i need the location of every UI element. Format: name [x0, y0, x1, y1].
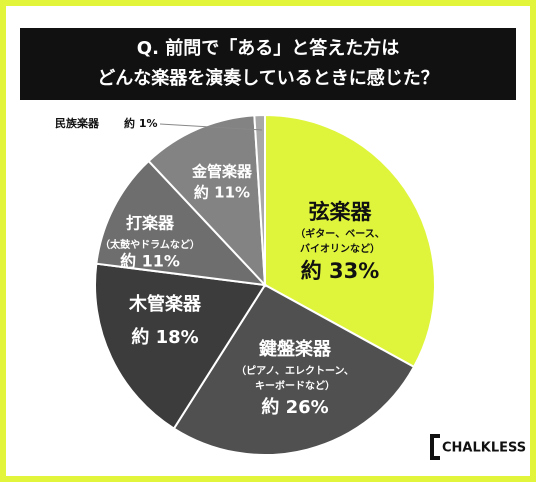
- value-label: 約 18%: [131, 326, 198, 348]
- value-label: 約 26%: [261, 396, 328, 418]
- brand: CHALKLESS: [442, 441, 526, 456]
- slice-note: キーボードなど）: [255, 379, 335, 392]
- slice-label: 木管楽器: [128, 293, 202, 315]
- pie-slice: [147, 114, 267, 288]
- slice-label: 打楽器: [126, 214, 175, 233]
- chart-title: どんな楽器を演奏しているときに感じた？: [97, 67, 438, 89]
- slice-note: （ギター、ベース、: [295, 227, 384, 240]
- slice-label: 鍵盤楽器: [259, 338, 332, 360]
- pie-slice: [264, 113, 436, 369]
- leader-line: [159, 123, 263, 131]
- chart-title: Q. 前問で「ある」と答えた方は: [137, 37, 399, 59]
- value-label: 約 1%: [124, 116, 158, 130]
- slice-note: （ピアノ、エレクトーン、: [236, 364, 354, 377]
- pie-slice: [172, 283, 416, 456]
- slice-label: 弦楽器: [309, 200, 373, 224]
- value-label: 約 33%: [301, 259, 380, 283]
- pie-slice: [95, 159, 268, 287]
- title-band: [20, 28, 516, 100]
- pie-slice: [94, 262, 267, 430]
- slice-note: バイオリンなど）: [300, 242, 380, 255]
- slice-label: 金管楽器: [191, 163, 253, 181]
- value-label: 約 11%: [120, 252, 180, 271]
- value-label: 約 11%: [194, 184, 250, 202]
- pie-slice: [253, 113, 266, 286]
- slice-note: （太鼓やドラムなど）: [100, 238, 200, 251]
- brand-icon: [430, 434, 440, 460]
- slice-label: 民族楽器: [55, 116, 100, 130]
